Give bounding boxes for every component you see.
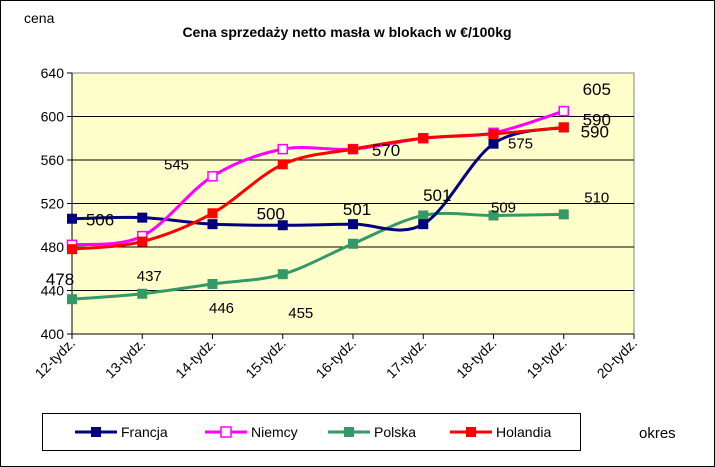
- data-label-francja-16-tydz: 501: [343, 200, 371, 219]
- chart-title: Cena sprzedaży netto masła w blokach w €…: [182, 24, 511, 40]
- point-francja-3: [277, 220, 288, 231]
- data-label-polska-19-tydz: 510: [584, 189, 609, 206]
- data-label-francja-18-tydz: 575: [508, 136, 533, 153]
- point-polska-0: [67, 294, 77, 305]
- legend-label-polska: Polska: [374, 424, 417, 440]
- point-holandia-5: [418, 133, 429, 144]
- point-polska-4: [348, 238, 358, 249]
- x-axis-title: okres: [639, 425, 676, 442]
- point-francja-5: [418, 219, 429, 230]
- data-label-francja-15-tydz: 500: [257, 204, 285, 223]
- x-tick-label-20-tydz: 20-tydz.: [594, 335, 641, 382]
- data-label-francja-17-tydz: 501: [423, 186, 451, 205]
- legend-swatch-francja: [75, 427, 117, 437]
- data-label-niemcy-19-tydz: 605: [583, 80, 611, 99]
- point-francja-2: [207, 219, 218, 230]
- legend-label-holandia: Holandia: [496, 424, 552, 440]
- x-tick-label-17-tydz: 17-tydz.: [383, 335, 430, 382]
- data-label-polska-18-tydz: 509: [491, 199, 516, 216]
- y-tick-label-520: 520: [41, 196, 65, 212]
- point-holandia-0: [67, 244, 77, 255]
- point-niemcy-2: [207, 171, 218, 182]
- legend-swatch-polska: [328, 427, 370, 437]
- x-tick-label-18-tydz: 18-tydz.: [453, 335, 500, 382]
- series-line-holandia: [71, 125, 564, 251]
- point-niemcy-3: [277, 143, 288, 155]
- x-tick-label-19-tydz: 19-tydz.: [523, 335, 570, 382]
- point-holandia-4: [348, 144, 358, 155]
- data-label-francja-19-tydz: 590: [581, 122, 609, 141]
- point-holandia-7: [558, 122, 569, 133]
- point-polska-3: [277, 269, 288, 280]
- y-tick-label-400: 400: [41, 326, 65, 342]
- data-label-polska-14-tydz: 446: [209, 300, 234, 317]
- point-polska-5: [418, 210, 429, 221]
- legend-swatch-niemcy: [205, 426, 247, 438]
- point-francja-0: [67, 213, 77, 224]
- legend-label-francja: Francja: [121, 424, 168, 440]
- data-label-polska-13-tydz: 437: [137, 268, 162, 285]
- series-line-francja: [71, 125, 565, 232]
- legend-swatch-holandia: [450, 427, 492, 437]
- y-tick-label-600: 600: [41, 109, 65, 125]
- point-francja-6: [488, 138, 499, 149]
- y-tick-label-560: 560: [41, 152, 65, 168]
- data-label-niemcy-14-tydz: 545: [164, 156, 189, 173]
- y-tick-label-640: 640: [41, 65, 65, 81]
- point-niemcy-7: [558, 105, 569, 117]
- data-label-holandia-19-tydz: 590: [583, 110, 611, 129]
- point-polska-6: [488, 210, 499, 221]
- x-tick-label-13-tydz: 13-tydz.: [102, 335, 149, 382]
- point-polska-7: [558, 209, 569, 220]
- y-tick-label-440: 440: [41, 283, 65, 299]
- data-label-polska-15-tydz: 455: [288, 305, 313, 322]
- y-axis-title: cena: [24, 10, 55, 26]
- point-francja-1: [137, 212, 148, 223]
- x-tick-label-14-tydz: 14-tydz.: [172, 335, 219, 382]
- point-holandia-6: [488, 128, 499, 139]
- point-holandia-3: [277, 159, 288, 170]
- point-polska-2: [207, 278, 218, 289]
- x-tick-label-16-tydz: 16-tydz.: [313, 335, 360, 382]
- data-label-francja-12-tydz: 506: [86, 211, 114, 230]
- y-tick-label-480: 480: [41, 239, 65, 255]
- data-label-holandia-12-tydz: 478: [46, 270, 74, 289]
- series-line-polska: [71, 211, 564, 301]
- point-francja-4: [348, 219, 358, 230]
- legend-label-niemcy: Niemcy: [251, 424, 298, 440]
- x-tick-label-15-tydz: 15-tydz.: [242, 335, 289, 382]
- chart-legend: Francja Niemcy Polska Holandia: [42, 413, 581, 451]
- point-polska-1: [137, 288, 148, 299]
- point-holandia-1: [137, 236, 148, 247]
- data-label-holandia-16-tydz: 570: [372, 141, 400, 160]
- point-holandia-2: [207, 208, 218, 219]
